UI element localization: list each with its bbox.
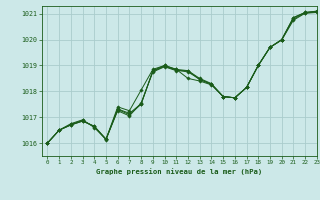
X-axis label: Graphe pression niveau de la mer (hPa): Graphe pression niveau de la mer (hPa) bbox=[96, 168, 262, 175]
